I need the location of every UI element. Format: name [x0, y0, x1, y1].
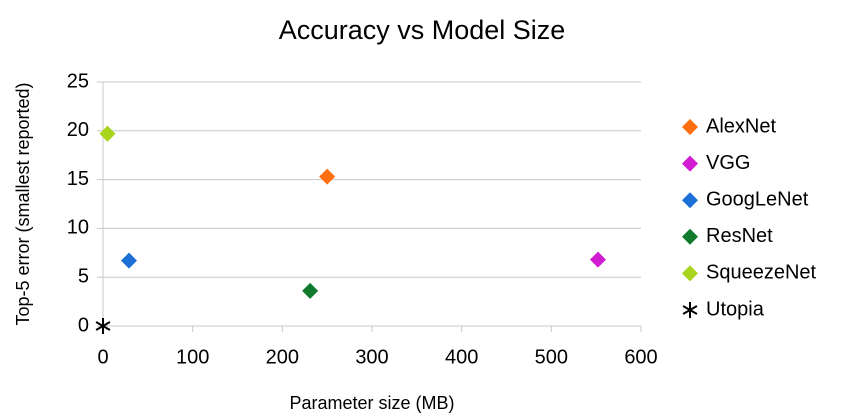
y-axis-label: Top-5 error (smallest reported): [13, 82, 33, 325]
legend-label: AlexNet: [706, 115, 776, 137]
point: [302, 282, 319, 299]
y-tick-label: 15: [67, 168, 89, 190]
point: [95, 318, 111, 334]
legend-marker: [682, 119, 698, 135]
legend-marker: [682, 192, 698, 209]
x-axis-label: Parameter size (MB): [289, 393, 454, 413]
x-tick-label: 200: [266, 346, 299, 368]
x-tick-label: 500: [535, 346, 568, 368]
x-tick-label: 0: [97, 346, 108, 368]
legend-marker: [682, 302, 698, 318]
asterisk-stroke: [682, 305, 698, 315]
y-tick-label: 0: [78, 314, 89, 336]
legend-marker: [682, 155, 698, 172]
point: [99, 125, 116, 142]
x-tick-label: 400: [445, 346, 478, 368]
x-tick-label: 100: [176, 346, 209, 368]
point: [589, 251, 606, 268]
asterisk-stroke: [95, 321, 111, 331]
legend-label: GoogLeNet: [706, 188, 809, 210]
legend-label: Utopia: [706, 298, 765, 320]
x-tick-label: 300: [355, 346, 388, 368]
y-tick-label: 20: [67, 119, 89, 141]
legend-marker: [682, 265, 698, 282]
legend-label: VGG: [706, 152, 750, 174]
legend-label: SqueezeNet: [706, 262, 817, 284]
y-tick-label: 10: [67, 217, 89, 239]
y-tick-label: 25: [67, 70, 89, 92]
point: [121, 252, 138, 269]
y-tick-label: 5: [78, 265, 89, 287]
chart-title: Accuracy vs Model Size: [279, 15, 566, 45]
point: [319, 168, 336, 185]
x-tick-label: 600: [624, 346, 657, 368]
legend-label: ResNet: [706, 225, 773, 247]
legend-marker: [682, 228, 698, 245]
